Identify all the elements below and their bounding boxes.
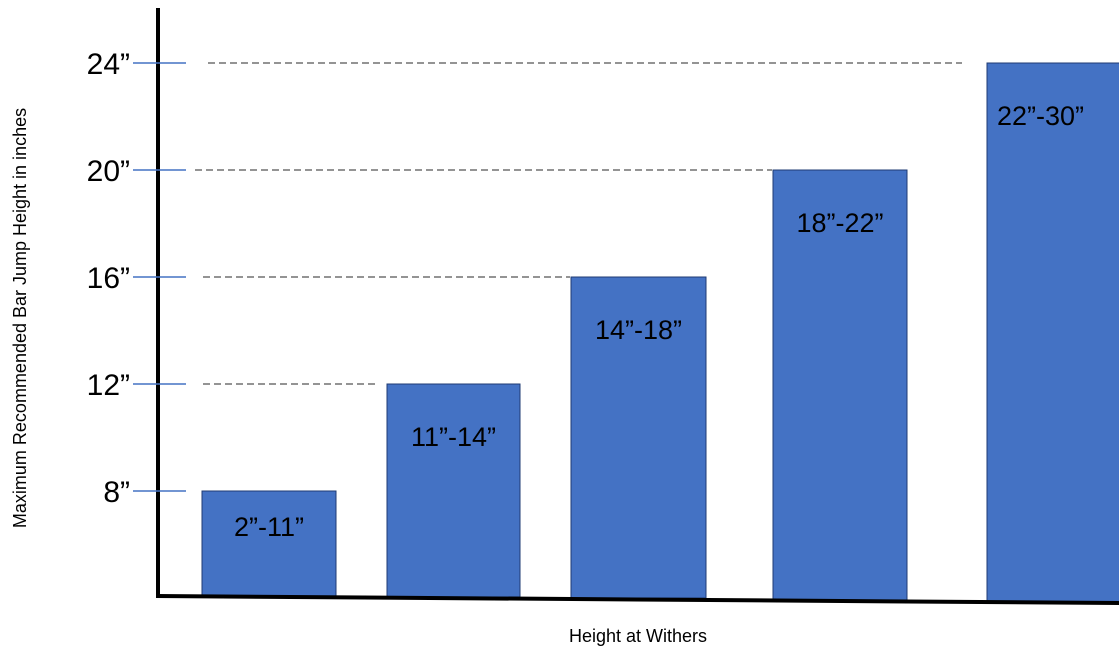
bar [386,383,521,598]
bar-label: 2”-11” [234,512,304,542]
y-tick-label: 16” [87,262,130,295]
y-tick-label: 24” [87,48,130,81]
x-axis-line [155,594,1119,605]
bar-label: 18”-22” [796,208,883,238]
reference-lines [195,62,962,385]
bar [570,276,707,599]
bar-label: 14”-18” [595,315,682,345]
bar [986,62,1119,603]
bar-label: 11”-14” [411,422,496,452]
y-tick-label: 8” [103,476,130,509]
bars: 2”-11” 11”-14” 14”-18” 18”-22” 22”-30” [201,62,1119,603]
bar [201,490,337,597]
y-tick-label: 12” [87,369,130,402]
bar [772,169,908,602]
y-axis-title: Maximum Recommended Bar Jump Height in i… [10,108,30,528]
y-ticks: 8” 12” 16” 20” 24” [87,48,186,509]
y-tick-label: 20” [87,155,130,188]
axes [155,8,1119,605]
x-axis-title: Height at Withers [569,626,707,646]
bar-label: 22”-30” [997,101,1084,131]
